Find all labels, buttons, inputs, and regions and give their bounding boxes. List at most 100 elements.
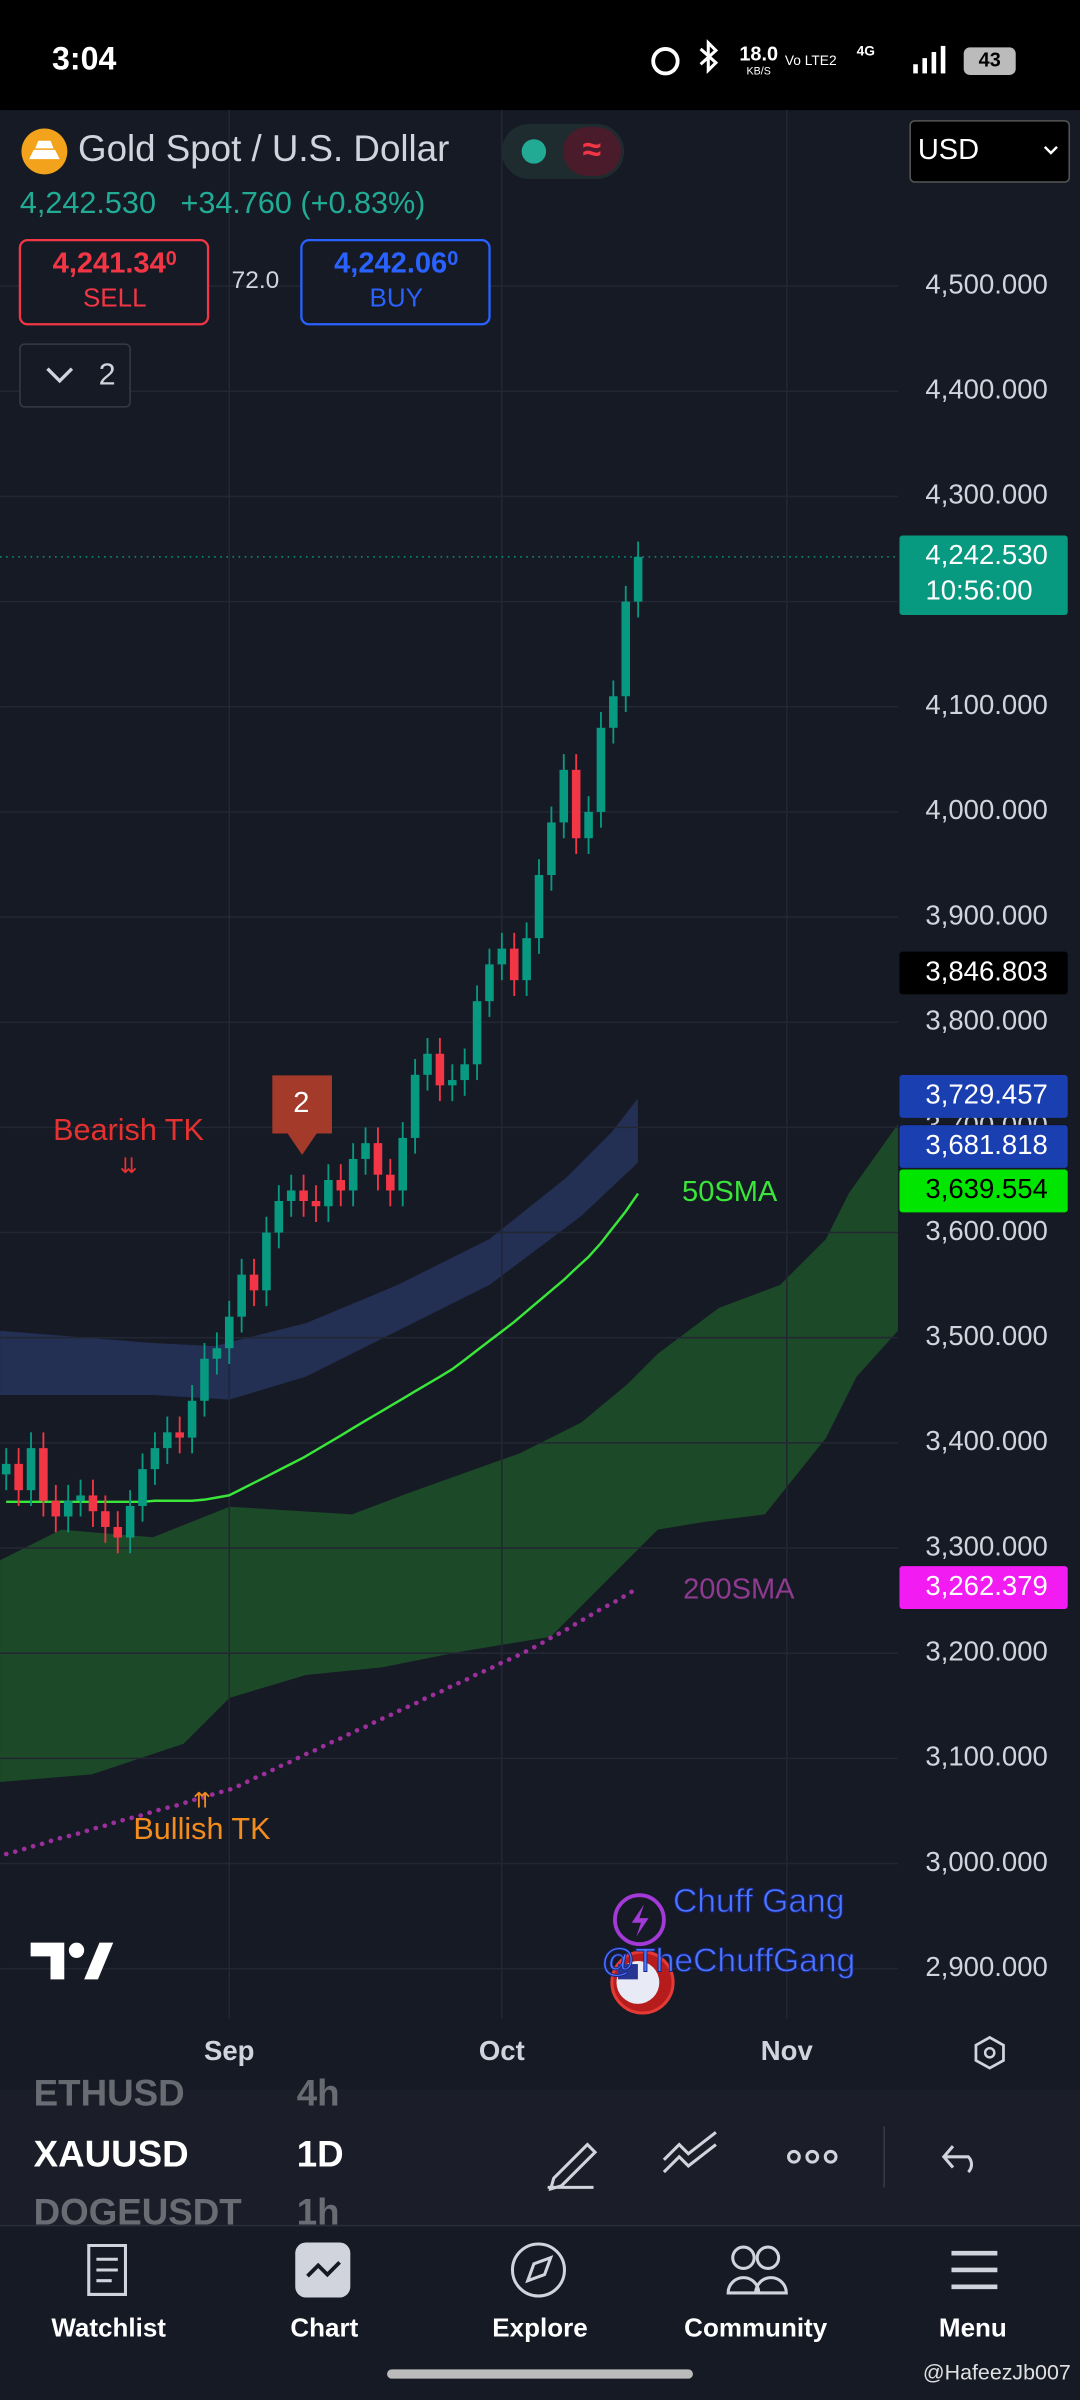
bearish-arrow: ⇊ <box>120 1154 138 1178</box>
more-tools[interactable] <box>787 2149 838 2164</box>
candle-body <box>113 1526 123 1538</box>
watchlist-symbol: ETHUSD <box>34 2072 185 2113</box>
candle-body <box>237 1274 246 1317</box>
menu-icon <box>951 2250 998 2290</box>
candle-body <box>175 1432 184 1438</box>
price-label: 3,846.803 <box>925 955 1047 986</box>
kumo-band <box>0 1098 638 1400</box>
annotation: 200SMA <box>683 1573 795 1605</box>
buy-price: 4,242.060 <box>334 247 458 279</box>
candle-body <box>88 1495 98 1512</box>
candle-body <box>76 1495 85 1501</box>
y-tick-label: 3,600.000 <box>925 1215 1047 1246</box>
candle-body <box>633 556 643 602</box>
indicators-toggle[interactable] <box>19 343 131 408</box>
candle-body <box>200 1358 209 1401</box>
price-label: 3,681.818 <box>925 1129 1047 1160</box>
x-tick-label: Nov <box>761 2035 814 2066</box>
candle-body <box>311 1200 321 1207</box>
nav-label[interactable]: Chart <box>290 2313 358 2343</box>
candle-body <box>150 1448 160 1470</box>
indicator-badge <box>562 126 622 176</box>
watchlist-interval: 1D <box>297 2133 344 2174</box>
pen-tool[interactable] <box>547 2142 598 2192</box>
chart-icon-line <box>306 2260 341 2278</box>
signal-icon <box>913 45 946 74</box>
bluetooth-icon <box>699 39 719 75</box>
dropdown-arrow <box>1043 145 1058 155</box>
candle-body <box>509 948 519 981</box>
watchlist-strip <box>0 2089 1080 2226</box>
flag-canton <box>618 1964 638 1980</box>
nav-label[interactable]: Community <box>684 2313 828 2343</box>
candle-body <box>435 1053 445 1086</box>
x-tick-label: Sep <box>204 2035 254 2066</box>
y-tick-label: 3,900.000 <box>925 899 1047 930</box>
candle-body <box>472 1001 482 1065</box>
status-bar <box>0 0 1080 111</box>
candle-body <box>187 1400 197 1438</box>
y-tick-label: 2,900.000 <box>925 1951 1047 1982</box>
candle-body <box>274 1200 284 1233</box>
price-change: +34.760 (+0.83%) <box>181 186 426 220</box>
candle-body <box>39 1448 48 1501</box>
candle-body <box>51 1500 61 1517</box>
candle-body <box>163 1432 172 1449</box>
candle-body <box>497 948 507 965</box>
y-tick-label: 3,100.000 <box>925 1741 1047 1772</box>
y-tick-label: 4,000.000 <box>925 794 1047 825</box>
sma-line <box>3 1585 641 1857</box>
currency-select[interactable] <box>909 120 1071 183</box>
buy-label: BUY <box>369 283 422 313</box>
y-tick-label: 3,300.000 <box>925 1530 1047 1561</box>
symbol-title[interactable]: Gold Spot / U.S. Dollar <box>78 128 449 169</box>
candle-body <box>26 1448 36 1491</box>
spread: 72.0 <box>232 267 280 294</box>
candle-body <box>361 1143 370 1159</box>
nav-label[interactable]: Watchlist <box>51 2313 166 2343</box>
clock: 3:04 <box>52 41 116 77</box>
y-tick-label: 4,100.000 <box>925 689 1047 720</box>
candle-body <box>125 1505 135 1538</box>
nav-label[interactable]: Menu <box>939 2313 1007 2343</box>
y-tick-label: 3,200.000 <box>925 1635 1047 1666</box>
candle-body <box>224 1316 234 1349</box>
y-tick-label: 3,000.000 <box>925 1846 1047 1877</box>
candle-body <box>571 769 581 839</box>
countdown-label: 10:56:00 <box>925 574 1032 605</box>
annotation: 50SMA <box>682 1176 778 1208</box>
price-label-badge <box>899 1566 1068 1609</box>
watchlist-icon <box>87 2243 127 2296</box>
settings-icon[interactable] <box>974 2035 1005 2070</box>
watermark: @HafeezJb007 <box>923 2361 1071 2385</box>
candle-body <box>373 1143 383 1175</box>
trend-tool[interactable] <box>662 2131 717 2174</box>
candle-body <box>299 1190 308 1201</box>
candle-body <box>547 822 556 876</box>
bullish-arrow: ⇈ <box>193 1789 211 1813</box>
y-tick-label: 4,300.000 <box>925 479 1047 510</box>
battery-level: 43 <box>979 49 1001 71</box>
explore-icon <box>510 2242 567 2298</box>
alarm-icon <box>651 47 680 76</box>
candle-body <box>596 727 606 812</box>
sell-button[interactable] <box>18 239 210 326</box>
nav-label[interactable]: Explore <box>492 2313 587 2343</box>
y-tick-label: 3,400.000 <box>925 1425 1047 1456</box>
candle-body <box>534 875 544 939</box>
candle-body <box>336 1179 346 1191</box>
net-speed: 18.0 <box>739 43 778 65</box>
y-tick-label: 3,800.000 <box>925 1004 1047 1035</box>
settings-icon-center <box>983 2046 996 2059</box>
y-tick-label: 4,500.000 <box>925 268 1047 299</box>
buy-button[interactable] <box>300 239 491 326</box>
signal-marker <box>272 1075 332 1155</box>
price-label: 3,639.554 <box>925 1173 1047 1204</box>
lightning <box>631 1904 649 1937</box>
sma-line <box>6 1192 640 1504</box>
tv-logo <box>30 1942 114 1980</box>
annotation: 2 <box>293 1087 309 1119</box>
undo[interactable] <box>941 2145 973 2174</box>
price-label-badge <box>899 951 1068 995</box>
